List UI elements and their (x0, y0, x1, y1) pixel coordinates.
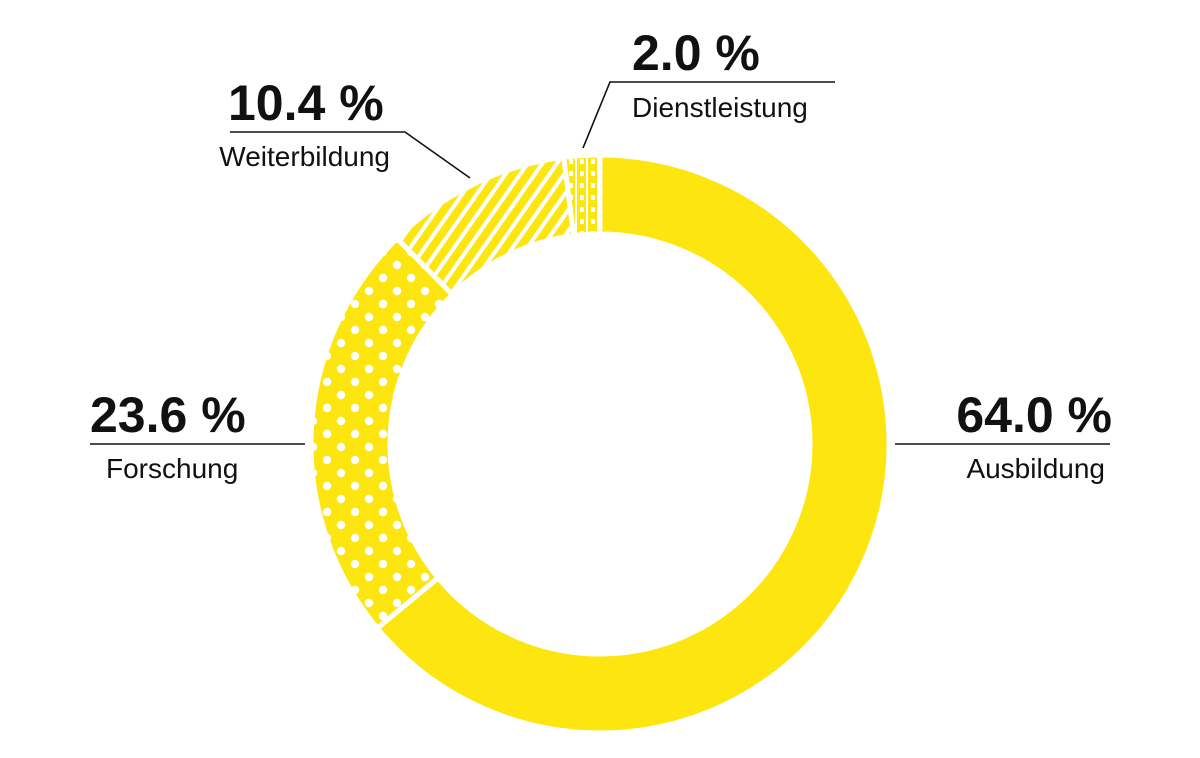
value-label: 64.0 % (956, 387, 1112, 443)
slice-dienstleistung (560, 152, 603, 239)
value-label: 2.0 % (632, 25, 760, 81)
label-forschung: 23.6 % Forschung (90, 387, 305, 484)
label-dienstleistung: 2.0 % Dienstleistung (582, 25, 835, 149)
category-label: Ausbildung (966, 453, 1105, 484)
category-label: Dienstleistung (632, 92, 808, 123)
leader-line (582, 81, 835, 149)
value-label: 23.6 % (90, 387, 246, 443)
label-weiterbildung: 10.4 % Weiterbildung (219, 75, 471, 179)
label-ausbildung: 64.0 % Ausbildung (895, 387, 1112, 484)
value-label: 10.4 % (228, 75, 384, 131)
slice-ausbildung (373, 152, 892, 736)
category-label: Forschung (106, 453, 238, 484)
leader-line (230, 131, 471, 179)
category-label: Weiterbildung (219, 141, 390, 172)
slice-forschung (308, 234, 456, 632)
